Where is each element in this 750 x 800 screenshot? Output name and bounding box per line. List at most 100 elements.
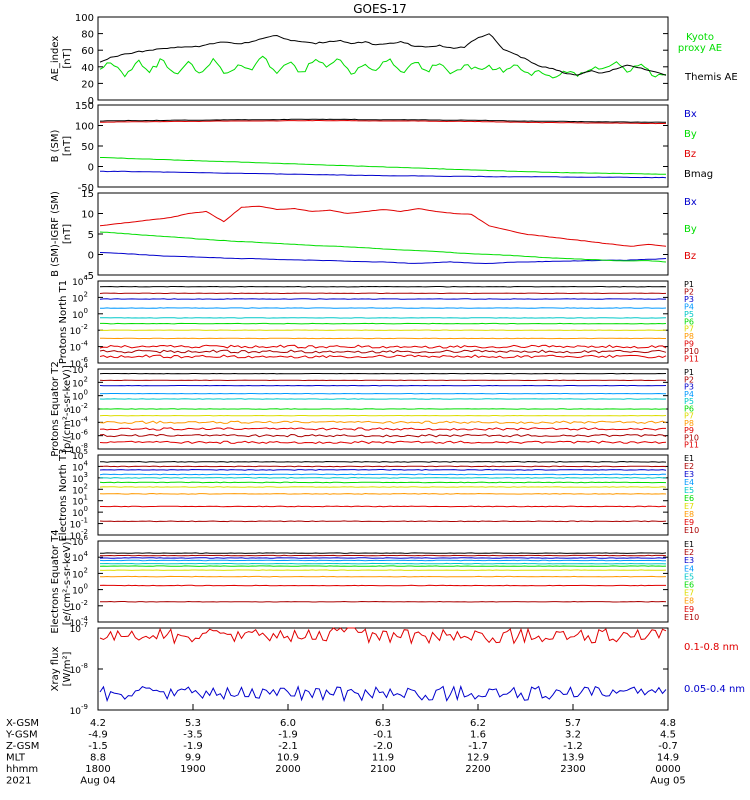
panel-3-series-p6 <box>100 322 667 325</box>
x-tick-label: -1.9 <box>183 741 203 752</box>
panel-2-series-by <box>99 231 667 263</box>
x-tick-label: 11.9 <box>372 753 394 764</box>
panel-6-legend-e4: E4 <box>684 564 694 573</box>
panel-6-series-e6 <box>99 565 667 567</box>
chart-title: GOES-17 <box>353 2 407 16</box>
panel-6-ytick-label: 104 <box>72 550 88 564</box>
x-tick-label: 2100 <box>370 764 395 775</box>
panel-6-ylabel-units: [e/(cm²-s-sr-keV)] <box>62 538 73 626</box>
panel-2-ylabel: B (SM)-IGRF (SM) <box>50 191 61 277</box>
x-tick-label: 1.6 <box>470 730 486 741</box>
x-tick-label: 6.3 <box>375 718 391 729</box>
panel-3-legend-p4: P4 <box>684 302 694 311</box>
panel-4-ylabel-units: [p/(cm²-s-sr-keV)] <box>62 365 73 453</box>
x-tick-label: 5.3 <box>185 718 201 729</box>
panel-3-series-p1 <box>99 285 667 288</box>
panel-4-ytick-label: 102 <box>72 375 88 389</box>
panel-1-ytick-label: 100 <box>75 122 94 133</box>
panel-2-legend-by: By <box>684 224 697 235</box>
panel-5-legend-e4: E4 <box>684 478 694 487</box>
panel-4-legend-p1: P1 <box>684 368 694 377</box>
panel-5-legend-e2: E2 <box>684 462 694 471</box>
legend-kyoto: Kyoto <box>686 32 714 43</box>
panel-5-legend-e8: E8 <box>684 510 694 519</box>
panel-3-ytick-label: 10-2 <box>70 323 88 337</box>
panel-2-ytick-label: 10 <box>81 210 94 221</box>
panel-3-frame <box>97 280 669 364</box>
panel-6-series-e5 <box>100 562 667 565</box>
panel-6-legend-e1: E1 <box>684 540 694 549</box>
panel-4-legend-p5: P5 <box>684 397 694 406</box>
panel-0-ytick-label: 20 <box>81 79 94 90</box>
panel-6-ytick-label: 100 <box>72 583 88 597</box>
panel-5-series-e4 <box>99 473 667 476</box>
panel-5-legend-e3: E3 <box>684 470 694 479</box>
x-tick-label: 2300 <box>560 764 585 775</box>
x-row-label: hhmm <box>6 764 38 775</box>
x-tick-label: -1.5 <box>88 741 108 752</box>
panel-3-legend-p9: P9 <box>684 340 694 349</box>
x-tick-label: -1.2 <box>563 741 583 752</box>
x-tick-label: 9.9 <box>185 753 201 764</box>
panel-0-ylabel: AE_index <box>50 36 61 82</box>
panel-2-legend-bx: Bx <box>684 197 697 208</box>
panel-7-series-0-1-0-8-nm <box>99 627 667 645</box>
panel-3-series-p10 <box>99 349 667 354</box>
panel-4-series-p9 <box>99 427 666 431</box>
x-tick-label: 6.0 <box>280 718 296 729</box>
x-tick-label: -2.0 <box>373 741 393 752</box>
panel-0-ytick-label: 40 <box>81 63 94 74</box>
panel-4-legend-p4: P4 <box>684 390 694 399</box>
panel-4-legend-p7: P7 <box>684 412 694 421</box>
x-tick-label: -2.1 <box>278 741 298 752</box>
panel-0-ytick-label: 100 <box>75 13 94 24</box>
panel-3-legend-p8: P8 <box>684 332 694 341</box>
x-tick-label: 3.2 <box>565 730 581 741</box>
panel-4-ytick-label: 100 <box>72 389 88 403</box>
panel-6-legend-e5: E5 <box>684 572 694 581</box>
x-tick-label: 8.8 <box>90 753 106 764</box>
panel-4-legend-p6: P6 <box>684 404 694 413</box>
x-tick-label: -1.9 <box>278 730 298 741</box>
panel-0-series-kyoto-proxy-ae <box>99 55 667 79</box>
panel-6-frame <box>97 540 669 623</box>
panel-6-series-e10 <box>99 600 667 603</box>
panel-2-ytick-label: 15 <box>81 189 94 200</box>
panel-7-ytick-label: 10-9 <box>70 703 88 717</box>
x-tick-label: 4.5 <box>660 730 676 741</box>
panel-1-legend-bz: Bz <box>684 149 696 160</box>
panel-5-frame <box>97 454 669 536</box>
panel-7-series-0-05-0-4-nm <box>99 684 667 703</box>
panel-4-ylabel: Protons Equator T2 <box>50 361 61 457</box>
panel-5-series-e1 <box>99 460 667 463</box>
panel-3-legend-p11: P11 <box>684 355 699 364</box>
panel-3-series-p4 <box>99 307 667 309</box>
panel-4-legend-p9: P9 <box>684 426 694 435</box>
x-tick-label: -1.7 <box>468 741 488 752</box>
x-row-label: 2021 <box>6 776 31 787</box>
x-tick-label: 1800 <box>85 764 110 775</box>
panel-3-series-p3 <box>99 298 666 300</box>
panel-4-series-p10 <box>99 433 667 438</box>
panel-2-series-bz <box>99 205 667 247</box>
panel-4-legend-p8: P8 <box>684 419 694 428</box>
panel-1-series-bx <box>100 170 667 179</box>
x-tick-label: -3.5 <box>183 730 203 741</box>
panel-6-series-e8 <box>100 575 667 578</box>
panel-5-ylabel: Electrons North T3 <box>58 448 69 541</box>
panel-3-legend-p1: P1 <box>684 280 694 289</box>
panel-3-ytick-label: 104 <box>72 274 88 288</box>
panel-0-series-themis-ae <box>99 33 667 76</box>
x-tick-label: 5.7 <box>565 718 581 729</box>
panel-6-legend-e10: E10 <box>684 613 699 622</box>
x-tick-label: Aug 05 <box>650 776 685 787</box>
panel-0-ytick-label: 80 <box>81 30 94 41</box>
panel-7-frame <box>97 627 669 711</box>
panel-5-legend-e1: E1 <box>684 454 694 463</box>
x-row-label: X-GSM <box>6 718 39 729</box>
panel-5-legend-e7: E7 <box>684 502 694 511</box>
panel-5-legend-e6: E6 <box>684 494 694 503</box>
x-tick-label: 2200 <box>465 764 490 775</box>
panel-4-legend-p2: P2 <box>684 375 694 384</box>
panel-2-legend-bz: Bz <box>684 251 696 262</box>
